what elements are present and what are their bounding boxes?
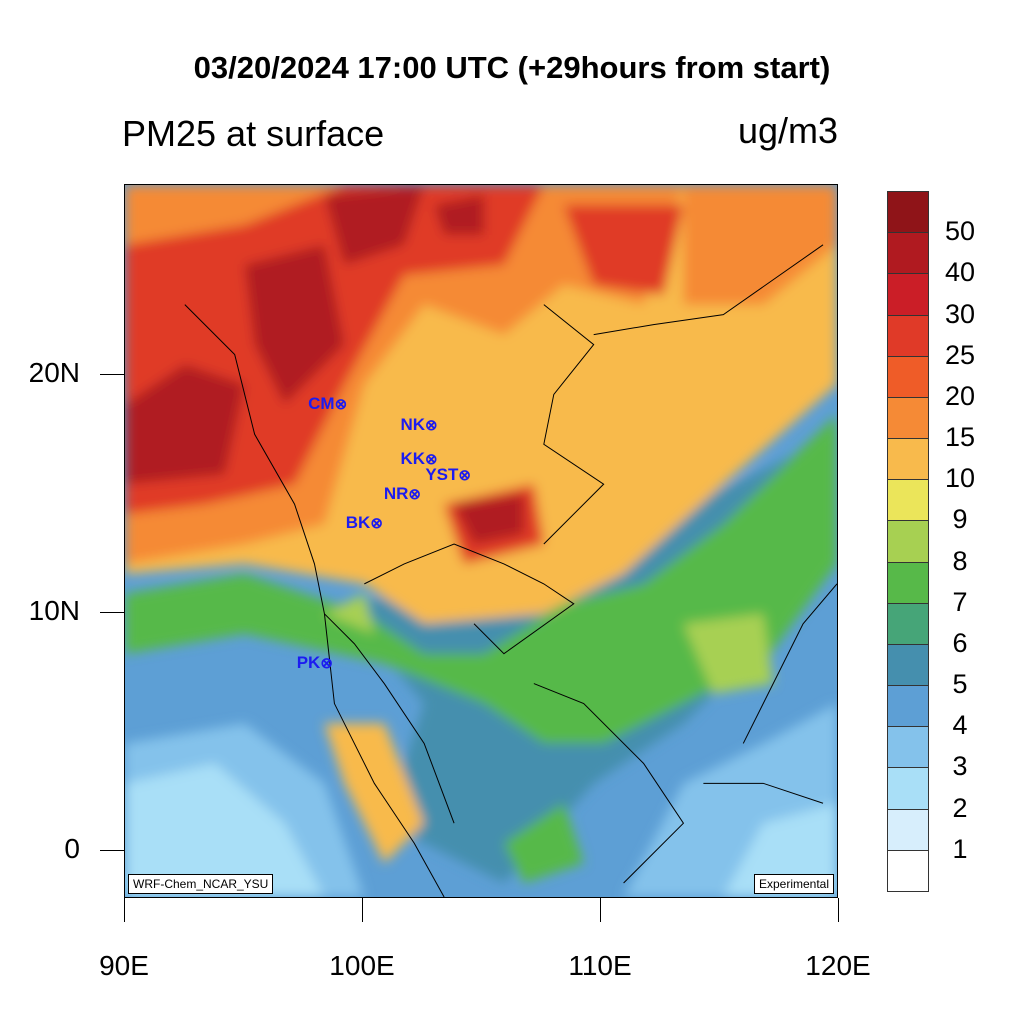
circle-x-icon: ⊗: [458, 467, 471, 485]
station-label: PK: [296, 653, 321, 673]
x-tick-mark: [838, 898, 839, 922]
field-darkred: [125, 185, 524, 544]
station-label: NR: [383, 484, 409, 504]
colorbar-swatch: [887, 849, 929, 892]
x-tick-label: 120E: [805, 950, 871, 981]
x-tick-label: 100E: [329, 950, 395, 981]
x-tick-mark: [124, 898, 125, 922]
station-bk: BK⊗: [346, 513, 383, 533]
colorbar-label: 7: [952, 586, 968, 617]
station-yst: YST⊗: [425, 465, 471, 485]
y-tick-mark: [100, 612, 124, 614]
colorbar-swatch: [887, 479, 929, 522]
colorbar-swatch: [887, 602, 929, 645]
colorbar-label: 2: [952, 792, 968, 823]
colorbar-label: 20: [944, 380, 976, 411]
colorbar-swatch: [887, 438, 929, 481]
colorbar-label: 8: [952, 545, 968, 576]
circle-x-icon: ⊗: [408, 486, 421, 504]
colorbar-label: 25: [944, 339, 976, 370]
station-label: BK: [345, 512, 371, 532]
circle-x-icon: ⊗: [425, 450, 438, 468]
figure-title: 03/20/2024 17:00 UTC (+29hours from star…: [193, 50, 831, 85]
colorbar-label: 30: [944, 298, 976, 329]
colorbar-label: 3: [952, 751, 968, 782]
station-nr: NR⊗: [384, 484, 421, 504]
field-verylight: [125, 763, 837, 897]
colorbar-label: 9: [952, 504, 968, 535]
x-tick-label: 110E: [568, 950, 632, 981]
colorbar-swatch: [887, 396, 929, 440]
circle-x-icon: ⊗: [370, 514, 383, 532]
x-tick-mark: [362, 898, 363, 922]
colorbar-swatch: [887, 191, 929, 234]
colorbar-swatch: [887, 808, 929, 851]
colorbar-label: 15: [944, 422, 976, 453]
colorbar-swatch: [887, 355, 929, 398]
y-tick-label: 20N: [28, 357, 80, 389]
station-pk: PK⊗: [297, 653, 333, 673]
colorbar-label: 5: [952, 669, 968, 700]
pm25-map: CM⊗ NK⊗ KK⊗ YST⊗ NR⊗ BK⊗ PK⊗ WRF-Chem_NCAR_YSU…: [124, 184, 838, 898]
colorbar-swatch: [887, 520, 929, 563]
colorbar-swatch: [887, 726, 929, 769]
station-label: KK: [400, 448, 426, 468]
station-cm: CM⊗: [308, 394, 347, 414]
pm25-field: [125, 185, 838, 898]
colorbar-swatch: [887, 685, 929, 728]
circle-x-icon: ⊗: [425, 417, 438, 435]
station-kk: KK⊗: [400, 449, 437, 469]
circle-x-icon: ⊗: [320, 655, 333, 673]
station-label: YST: [425, 465, 459, 485]
colorbar-label: 40: [944, 257, 976, 288]
y-tick-mark: [100, 850, 124, 852]
x-tick-mark: [600, 898, 601, 922]
y-tick-mark: [100, 374, 124, 376]
y-tick-label: 10N: [28, 595, 80, 627]
colorbar-label: 6: [952, 627, 968, 658]
station-nk: NK⊗: [400, 415, 437, 435]
colorbar-label: 10: [944, 463, 976, 494]
colorbar-label: 4: [952, 710, 968, 741]
field-lightblue: [125, 703, 837, 897]
colorbar-swatch: [887, 643, 929, 687]
station-label: NK: [400, 415, 426, 435]
colorbar-label: 50: [944, 216, 976, 247]
model-label: WRF-Chem_NCAR_YSU: [128, 874, 274, 894]
x-tick-label: 90E: [99, 950, 149, 981]
variable-label: PM25 at surface: [122, 113, 385, 154]
colorbar-swatch: [887, 314, 929, 357]
coastlines: [184, 244, 838, 898]
circle-x-icon: ⊗: [334, 395, 348, 413]
colorbar-label: 1: [952, 833, 968, 864]
field-lightgreen: [324, 593, 774, 694]
colorbar-swatch: [887, 767, 929, 810]
colorbar-swatch: [887, 232, 929, 275]
colorbar-swatch: [887, 273, 929, 316]
y-tick-label: 0: [64, 833, 80, 865]
station-label: CM: [308, 393, 335, 413]
colorbar-swatch: [887, 561, 929, 604]
units-label: ug/m3: [737, 110, 838, 151]
experimental-label: Experimental: [753, 874, 834, 894]
